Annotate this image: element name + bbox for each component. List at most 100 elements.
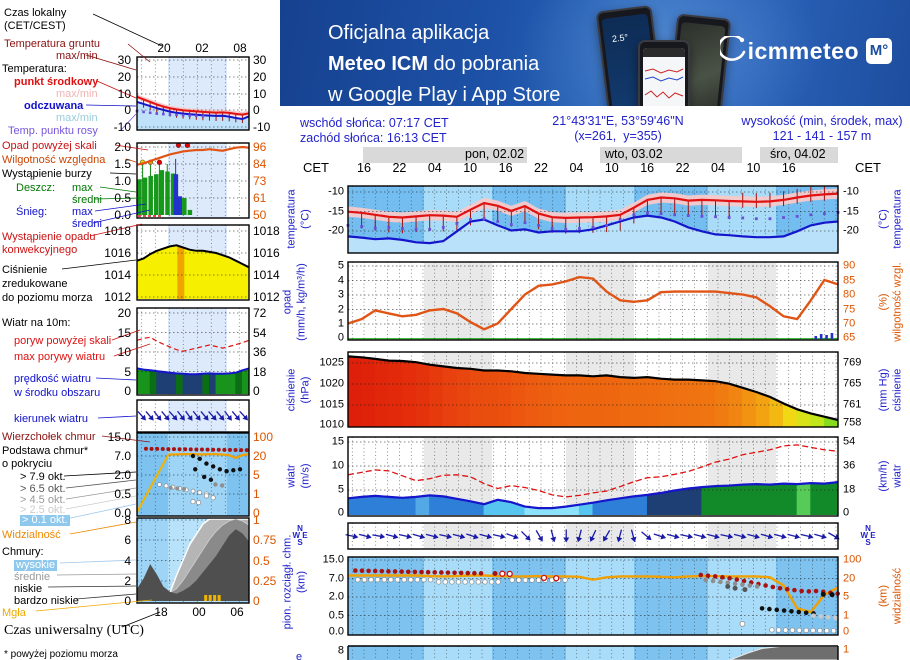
axis-tick-label: 1010 bbox=[319, 418, 344, 431]
axis-tick-label: 50 bbox=[253, 208, 267, 222]
main-panel-cover-partial bbox=[347, 645, 839, 660]
hour-label: 10 bbox=[746, 161, 761, 175]
wind-arrow bbox=[239, 411, 249, 421]
legend-temperature: Temperatura: bbox=[2, 63, 67, 75]
main-meteogram bbox=[345, 147, 840, 660]
hour-label: 22 bbox=[675, 161, 690, 175]
axis-tick-label: 15.0 bbox=[107, 430, 131, 444]
axis-tick-label: -15 bbox=[328, 205, 344, 217]
axis-tick-label: 90 bbox=[843, 259, 856, 272]
wind-arrow bbox=[733, 533, 747, 540]
axis-title-right_press: ciśnienie bbox=[891, 368, 904, 412]
wind-arrow bbox=[145, 410, 154, 421]
axis-tick-label: 1 bbox=[253, 513, 260, 527]
main-panel-clouds-visibility bbox=[347, 556, 840, 636]
axis-tick-label: 15.0 bbox=[322, 553, 344, 566]
axis-title-left_cloud_u: (km) bbox=[295, 571, 308, 593]
legend-feels-like: odczuwana bbox=[24, 100, 84, 112]
legend-pressure-3: do poziomu morza bbox=[2, 292, 93, 304]
axis-tick-label: 0 bbox=[124, 103, 131, 117]
axis-tick-label: 4 bbox=[124, 553, 131, 568]
wind-arrow bbox=[168, 411, 178, 421]
axis-title-left_precip_u: (mm/h, kg/m³/h) bbox=[295, 263, 308, 341]
axis-tick-label: 100 bbox=[843, 553, 862, 566]
axis-tick-label: 0 bbox=[253, 384, 260, 398]
cet-left: CET bbox=[303, 160, 329, 175]
cet-right: CET bbox=[855, 160, 881, 175]
axis-tick-label: 1.5 bbox=[114, 157, 131, 171]
axis-tick-label: 10 bbox=[117, 345, 131, 359]
legend-max-gusts: max porywy wiatru bbox=[14, 351, 106, 363]
wind-arrow bbox=[800, 533, 814, 540]
axis-tick-label: 758 bbox=[843, 416, 862, 429]
axis-tick-label: 72 bbox=[253, 306, 267, 320]
axis-tick-label: 30 bbox=[117, 53, 131, 67]
axis-tick-label: 769 bbox=[843, 356, 862, 369]
axis-title-right_temp: temperatura bbox=[891, 189, 904, 249]
mini-hour-top: 08 bbox=[233, 41, 247, 55]
axis-tick-label: 1 bbox=[337, 317, 344, 330]
axis-title-right_vis_u: (km) bbox=[877, 585, 890, 607]
wind-arrow bbox=[192, 410, 201, 421]
axis-tick-label: 54 bbox=[253, 325, 267, 340]
legend-snow: Śnieg: bbox=[16, 206, 48, 218]
wind-arrow bbox=[707, 533, 720, 540]
axis-title-partial: e bbox=[296, 651, 303, 660]
mini-panel-temperature bbox=[135, 56, 250, 131]
axis-tick-label: 20 bbox=[253, 449, 267, 463]
wind-arrow bbox=[506, 533, 519, 540]
axis-tick-label: 73 bbox=[253, 174, 267, 188]
legend-pressure-2: zredukowane bbox=[2, 278, 68, 290]
altitude-label: wysokość (min, środek, max) bbox=[741, 114, 903, 128]
banner-line3: w Google Play i App Store bbox=[328, 84, 561, 106]
legend-okt-25: > 2.5 okt. bbox=[20, 504, 66, 516]
axis-tick-label: 96 bbox=[253, 140, 267, 154]
axis-tick-label: 8 bbox=[124, 513, 131, 527]
axis-tick-label: 0.5 bbox=[114, 191, 131, 205]
legend-convective-1: Wystąpienie opadu bbox=[2, 231, 96, 243]
legend-rel-humidity: Wilgotność względna bbox=[2, 154, 106, 166]
axis-tick-label: 84 bbox=[253, 157, 267, 171]
legend-clouds-verylow: bardzo niskie bbox=[14, 595, 79, 607]
banner-line2: Meteo ICM do pobrania bbox=[328, 49, 560, 80]
coordinates: 21°43'31"E, 53°59'46"N bbox=[552, 114, 684, 128]
axis-tick-label: 10 bbox=[117, 87, 131, 101]
axis-tick-label: 61 bbox=[253, 191, 267, 205]
legend-cloud-base-1: Podstawa chmur* bbox=[2, 445, 89, 457]
legend-rain: Deszcz: bbox=[16, 182, 56, 194]
axis-tick-label: 15 bbox=[117, 325, 131, 340]
main-panel-pressure bbox=[347, 351, 839, 428]
app-promo-banner[interactable]: Oficjalna aplikacja Meteo ICM do pobrani… bbox=[280, 0, 910, 106]
main-panel-wind-direction bbox=[345, 522, 840, 550]
axis-tick-label: 0 bbox=[337, 331, 344, 344]
axis-title-left_wind_u: (m/s) bbox=[299, 463, 312, 489]
hour-label: 04 bbox=[711, 161, 725, 175]
mini-hour-top: 02 bbox=[195, 41, 209, 55]
axis-title-left_cloud: pion. rozciągł. chm. bbox=[281, 534, 294, 630]
axis-tick-label: -20 bbox=[328, 224, 344, 237]
wind-arrow bbox=[200, 410, 209, 421]
axis-title-right_wind_u: (km/h) bbox=[877, 460, 890, 492]
hour-label: 04 bbox=[427, 161, 442, 175]
axis-tick-label: 2.0 bbox=[114, 140, 131, 154]
axis-tick-label: -10 bbox=[328, 185, 344, 198]
axis-title-right_hum_u: (%) bbox=[877, 293, 890, 311]
axis-title-right_press_u: (mm Hg) bbox=[877, 368, 890, 412]
axis-title-left_press_u: (hPa) bbox=[299, 376, 312, 404]
banner-text: Oficjalna aplikacja Meteo ICM do pobrani… bbox=[328, 18, 560, 106]
axis-title-right_wind: wiatr bbox=[891, 464, 904, 488]
banner-line2-rest: do pobrania bbox=[428, 53, 540, 75]
legend-okt-01: > 0.1 okt. bbox=[20, 514, 70, 526]
wind-arrow bbox=[641, 531, 652, 541]
axis-tick-label: 5 bbox=[124, 364, 131, 379]
legend-wind-speed-1: prędkość wiatru bbox=[14, 373, 92, 385]
legend-temp-mid: punkt środkowy bbox=[14, 76, 99, 88]
main-panel-precip-humidity bbox=[347, 261, 839, 341]
axis-title-left_precip: opad bbox=[281, 289, 294, 315]
axis-tick-label: 10 bbox=[331, 459, 344, 472]
grid-point: (x=261, y=355) bbox=[574, 129, 662, 143]
mini-panel-wind bbox=[136, 307, 250, 396]
axis-tick-label: 0.0 bbox=[114, 208, 131, 222]
axis-tick-label: 1018 bbox=[253, 224, 280, 238]
